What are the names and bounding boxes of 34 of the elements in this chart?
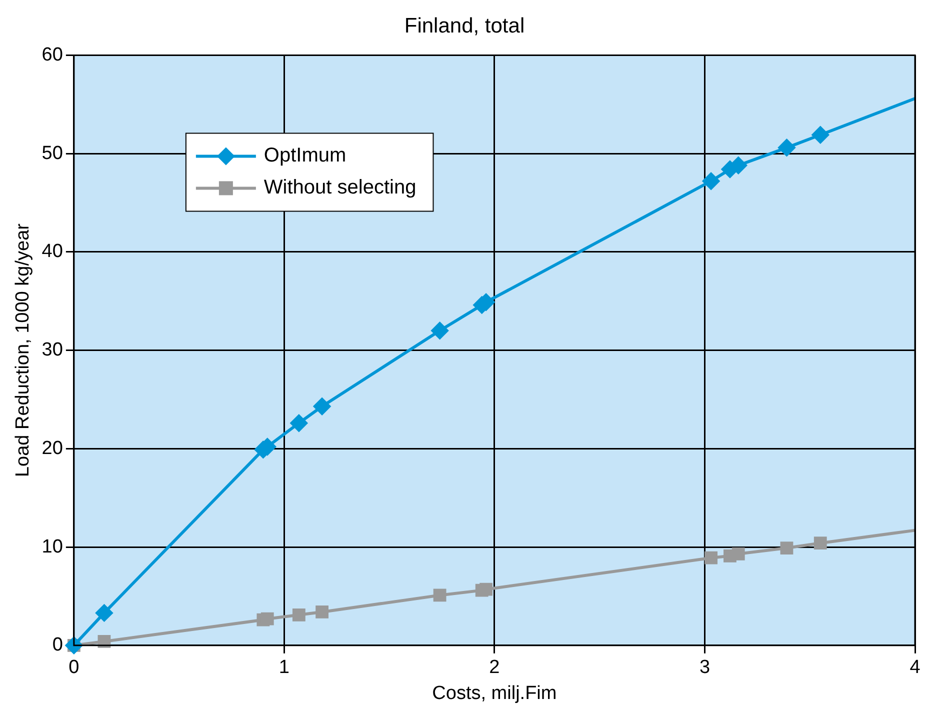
y-tick-label: 10 xyxy=(42,536,63,558)
point xyxy=(780,542,794,554)
point xyxy=(812,126,829,144)
y-axis-title: Load Reduction, 1000 kg/year xyxy=(12,222,34,478)
legend-label: OptImum xyxy=(264,144,346,167)
y-tick-label: 30 xyxy=(42,340,63,361)
point xyxy=(778,139,796,156)
chart-title: Finland, total xyxy=(404,14,525,38)
x-tick-label: 4 xyxy=(910,657,921,678)
point xyxy=(260,612,274,626)
point xyxy=(732,547,745,560)
y-tick-label: 40 xyxy=(42,241,63,262)
y-tick-label: 60 xyxy=(42,44,63,66)
point xyxy=(704,551,718,564)
point xyxy=(316,606,328,618)
x-tick-label: 0 xyxy=(68,657,80,678)
y-tick-label: 50 xyxy=(42,142,63,164)
y-tick-label: 0 xyxy=(52,634,63,656)
point xyxy=(292,608,306,622)
point xyxy=(702,172,720,190)
point xyxy=(814,536,827,550)
point xyxy=(433,588,446,602)
y-tick-label: 20 xyxy=(42,438,63,459)
point xyxy=(290,414,308,432)
point xyxy=(96,604,113,622)
point xyxy=(314,398,331,415)
point xyxy=(431,322,448,340)
point xyxy=(98,635,111,648)
x-tick-label: 3 xyxy=(699,657,710,678)
x-tick-label: 2 xyxy=(489,657,500,678)
x-tick-label: 1 xyxy=(278,657,290,678)
legend-label: Without selecting xyxy=(264,176,416,199)
point xyxy=(480,582,493,596)
x-axis-title: Costs, milj.Fim xyxy=(432,682,557,704)
